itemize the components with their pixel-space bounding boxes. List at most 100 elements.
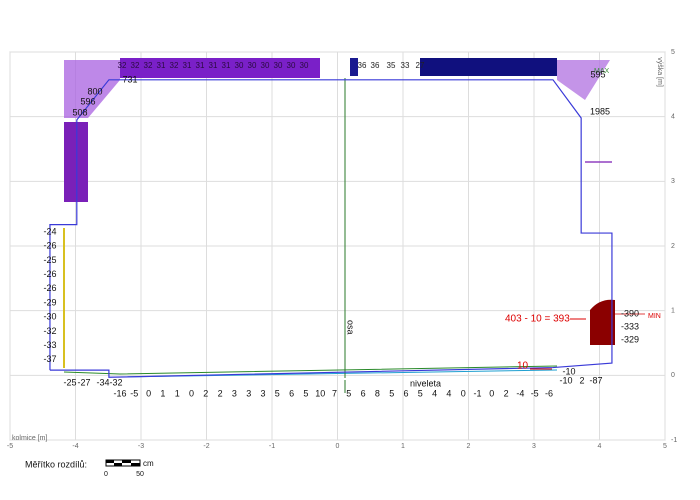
x-tick-label: 4 — [598, 443, 602, 450]
deviation-label: -37 — [43, 354, 56, 364]
wall-band-left — [64, 122, 88, 202]
deviation-label: 595 — [590, 69, 605, 79]
deviation-label: -26 — [43, 283, 56, 293]
deviation-label: 800 — [87, 86, 102, 96]
deviation-label: -34 — [96, 377, 109, 387]
deviation-label: -87 — [589, 375, 602, 385]
grade-label: niveleta — [410, 378, 441, 388]
deviation-label: -390 — [621, 308, 639, 318]
deviation-label: 5 — [418, 388, 423, 398]
deviation-label: -5 — [130, 388, 138, 398]
deviation-label: 2 — [504, 388, 509, 398]
deviation-label: 30 — [261, 61, 270, 70]
deviation-label: -24 — [43, 226, 56, 236]
y-tick-label: 4 — [671, 114, 675, 121]
y-axis-label: výška [m] — [656, 57, 663, 87]
y-tick-label: 3 — [671, 178, 675, 185]
deviation-label: 35 — [387, 61, 396, 70]
deviation-label: 3 — [246, 388, 251, 398]
x-tick-label: -3 — [138, 443, 144, 450]
x-tick-label: -5 — [7, 443, 13, 450]
deviation-label: 5 — [389, 388, 394, 398]
deviation-label: -16 — [113, 388, 126, 398]
corner-band-left — [64, 60, 120, 118]
deviation-label: 30 — [300, 61, 309, 70]
arrow-value: 10 — [517, 361, 529, 372]
deviation-label: -25 — [43, 255, 56, 265]
deviation-label: 30 — [248, 61, 257, 70]
deviation-label: 8 — [375, 388, 380, 398]
deviation-label: 2 — [579, 375, 584, 385]
deviation-label: -5 — [531, 388, 539, 398]
deviation-label: 36 — [371, 61, 380, 70]
deviation-label: 31 — [196, 61, 205, 70]
deviation-label: 7 — [332, 388, 337, 398]
deviation-label: -33 — [43, 340, 56, 350]
deviation-label: 4 — [446, 388, 451, 398]
deviation-label: 1985 — [590, 106, 610, 116]
y-tick-label: -1 — [671, 437, 677, 444]
deviation-label: -30 — [43, 312, 56, 322]
deviation-label: -32 — [109, 377, 122, 387]
deviation-label: -26 — [43, 269, 56, 279]
x-tick-label: 3 — [532, 443, 536, 450]
scale-cell — [122, 460, 131, 463]
deviation-label: 32 — [144, 61, 153, 70]
deviation-label: 0 — [489, 388, 494, 398]
deviation-label: 1 — [160, 388, 165, 398]
deviation-label: -26 — [43, 241, 56, 251]
deviation-label: -333 — [621, 321, 639, 331]
deviation-label: -6 — [545, 388, 553, 398]
deviation-label: 31 — [183, 61, 192, 70]
formula: 403 - 10 = 393 — [505, 314, 570, 325]
deviation-label: 2 — [218, 388, 223, 398]
deviation-label: 2 — [203, 388, 208, 398]
deviation-blob — [590, 299, 615, 345]
x-tick-label: 5 — [663, 443, 667, 450]
x-axis-label: kolmice [m] — [12, 435, 47, 442]
deviation-label: 731 — [122, 74, 137, 84]
y-tick-label: 2 — [671, 243, 675, 250]
top-band-left — [120, 58, 320, 78]
deviation-label: 32 — [131, 61, 140, 70]
scale-label: Měřítko rozdílů: — [25, 459, 87, 469]
x-tick-label: 0 — [336, 443, 340, 450]
deviation-label: -1 — [473, 388, 481, 398]
scale-cell — [131, 463, 140, 466]
y-tick-label: 0 — [671, 372, 675, 379]
max-label: MAX — [594, 68, 610, 75]
min-label: MIN — [648, 313, 661, 320]
y-tick-label: 1 — [671, 308, 675, 315]
deviation-label: 5 — [303, 388, 308, 398]
scale-tick: 50 — [136, 471, 144, 478]
deviation-label: 31 — [209, 61, 218, 70]
profile-outline — [49, 79, 613, 378]
x-tick-label: -2 — [203, 443, 209, 450]
deviation-label: 31 — [157, 61, 166, 70]
deviation-label: -27 — [77, 377, 90, 387]
x-tick-label: 1 — [401, 443, 405, 450]
deviation-label: 0 — [146, 388, 151, 398]
deviation-label: -10 — [562, 366, 575, 376]
scale-cell — [106, 460, 114, 463]
deviation-label: -25 — [63, 377, 76, 387]
deviation-label: 6 — [289, 388, 294, 398]
scale-cell — [114, 463, 122, 466]
deviation-label: 36 — [358, 61, 367, 70]
deviation-label: 508 — [72, 107, 87, 117]
deviation-label: 32 — [170, 61, 179, 70]
scale-unit: cm — [143, 459, 154, 468]
x-tick-label: 2 — [467, 443, 471, 450]
deviation-label: 31 — [222, 61, 231, 70]
y-tick-label: 5 — [671, 49, 675, 56]
axis-label: osa — [346, 320, 356, 335]
x-tick-label: -4 — [72, 443, 78, 450]
top-band-mid — [350, 58, 358, 76]
top-band-right — [420, 58, 557, 76]
deviation-label: 6 — [403, 388, 408, 398]
deviation-label: 3 — [260, 388, 265, 398]
deviation-label: 5 — [275, 388, 280, 398]
corner-band-right — [557, 60, 610, 100]
deviation-label: 30 — [235, 61, 244, 70]
